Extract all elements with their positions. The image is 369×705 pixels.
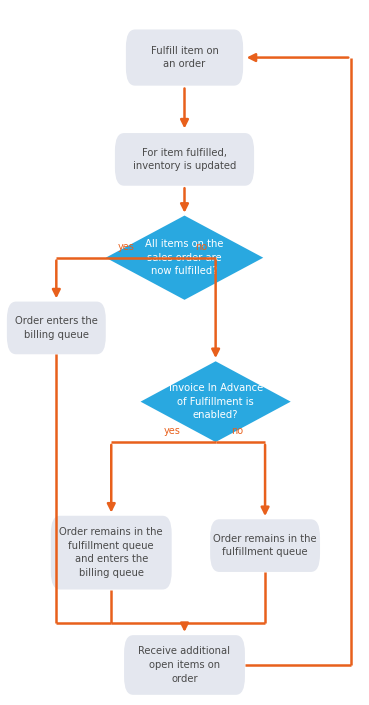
Text: yes: yes — [117, 242, 134, 252]
Text: All items on the
sales order are
now fulfilled?: All items on the sales order are now ful… — [145, 239, 224, 276]
FancyBboxPatch shape — [126, 30, 243, 85]
Text: For item fulfilled,
inventory is updated: For item fulfilled, inventory is updated — [133, 147, 236, 171]
FancyBboxPatch shape — [124, 635, 245, 695]
Polygon shape — [141, 361, 291, 442]
FancyBboxPatch shape — [210, 520, 320, 572]
FancyBboxPatch shape — [51, 516, 172, 589]
Text: Order remains in the
fulfillment queue
and enters the
billing queue: Order remains in the fulfillment queue a… — [59, 527, 163, 578]
Text: Order enters the
billing queue: Order enters the billing queue — [15, 316, 98, 340]
Polygon shape — [106, 216, 263, 300]
FancyBboxPatch shape — [7, 302, 106, 354]
Text: Receive additional
open items on
order: Receive additional open items on order — [138, 646, 231, 684]
Text: no: no — [195, 242, 207, 252]
Text: Invoice In Advance
of Fulfillment is
enabled?: Invoice In Advance of Fulfillment is ena… — [169, 383, 263, 420]
Text: yes: yes — [163, 427, 180, 436]
Text: Fulfill item on
an order: Fulfill item on an order — [151, 46, 218, 69]
FancyBboxPatch shape — [115, 133, 254, 185]
Text: Order remains in the
fulfillment queue: Order remains in the fulfillment queue — [213, 534, 317, 558]
Text: no: no — [231, 427, 244, 436]
